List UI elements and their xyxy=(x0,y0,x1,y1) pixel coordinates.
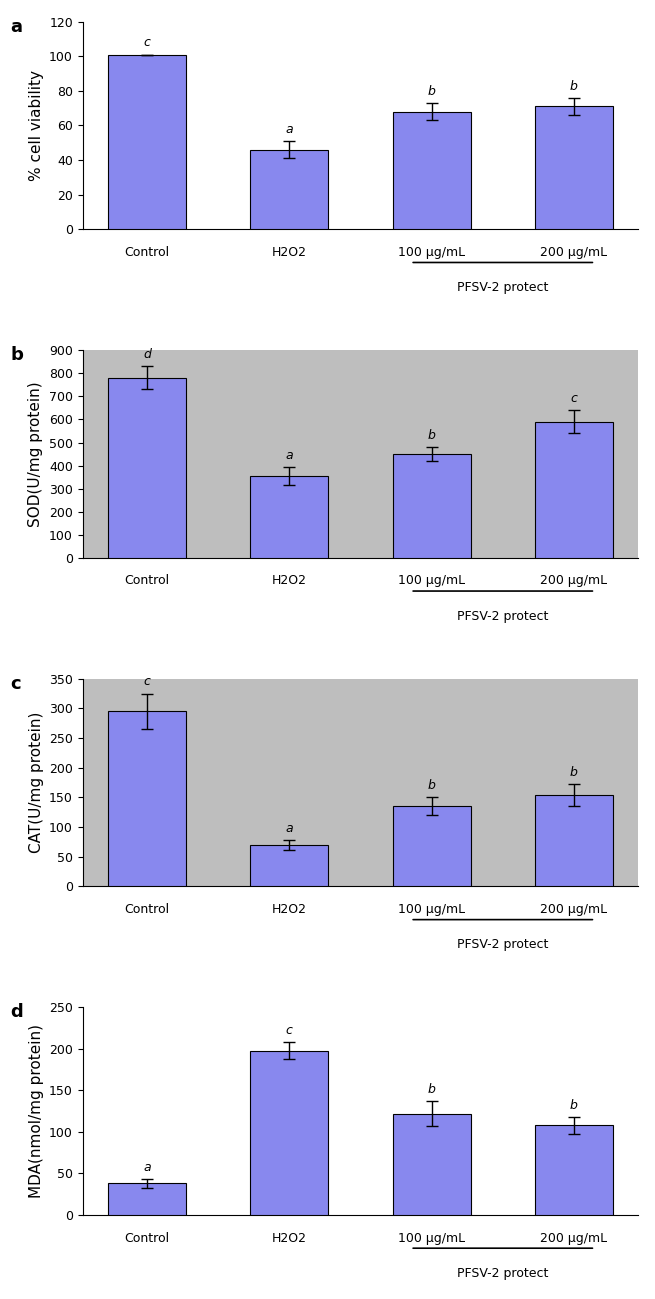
Bar xyxy=(250,149,328,229)
Text: PFSV-2 protect: PFSV-2 protect xyxy=(457,609,548,622)
Text: PFSV-2 protect: PFSV-2 protect xyxy=(457,938,548,951)
Text: H2O2: H2O2 xyxy=(272,246,307,259)
Text: d: d xyxy=(10,1003,23,1021)
Text: c: c xyxy=(143,36,151,49)
Text: 200 μg/mL: 200 μg/mL xyxy=(540,1231,607,1244)
Text: b: b xyxy=(570,1099,578,1112)
Bar xyxy=(535,795,613,886)
Text: PFSV-2 protect: PFSV-2 protect xyxy=(457,1267,548,1280)
Text: a: a xyxy=(286,448,293,461)
Y-axis label: % cell viability: % cell viability xyxy=(29,70,43,181)
Bar xyxy=(392,112,471,229)
Y-axis label: SOD(U/mg protein): SOD(U/mg protein) xyxy=(28,381,43,527)
Text: d: d xyxy=(143,348,151,361)
Text: 100 μg/mL: 100 μg/mL xyxy=(398,903,465,916)
Bar xyxy=(250,475,328,557)
Text: c: c xyxy=(571,392,577,405)
Y-axis label: CAT(U/mg protein): CAT(U/mg protein) xyxy=(29,712,43,853)
Bar xyxy=(535,422,613,557)
Text: b: b xyxy=(570,766,578,779)
Bar xyxy=(392,455,471,557)
Text: a: a xyxy=(10,17,22,35)
Text: Control: Control xyxy=(124,903,170,916)
Text: 100 μg/mL: 100 μg/mL xyxy=(398,1231,465,1244)
Text: Control: Control xyxy=(124,1231,170,1244)
Text: 200 μg/mL: 200 μg/mL xyxy=(540,574,607,587)
Text: c: c xyxy=(286,1024,293,1037)
Bar xyxy=(250,1051,328,1215)
Bar xyxy=(108,55,186,229)
Text: Control: Control xyxy=(124,574,170,587)
Text: b: b xyxy=(428,429,436,442)
Bar xyxy=(108,1183,186,1215)
Text: 200 μg/mL: 200 μg/mL xyxy=(540,246,607,259)
Text: b: b xyxy=(428,1083,436,1096)
Text: a: a xyxy=(286,123,293,136)
Text: 200 μg/mL: 200 μg/mL xyxy=(540,903,607,916)
Y-axis label: MDA(nmol/mg protein): MDA(nmol/mg protein) xyxy=(29,1024,43,1198)
Bar xyxy=(392,1113,471,1215)
Bar xyxy=(535,107,613,229)
Bar xyxy=(392,805,471,886)
Text: b: b xyxy=(428,778,436,791)
Text: Control: Control xyxy=(124,246,170,259)
Bar xyxy=(250,844,328,886)
Text: H2O2: H2O2 xyxy=(272,903,307,916)
Bar xyxy=(535,1125,613,1215)
Text: 100 μg/mL: 100 μg/mL xyxy=(398,246,465,259)
Bar xyxy=(108,378,186,557)
Bar xyxy=(108,712,186,886)
Text: H2O2: H2O2 xyxy=(272,1231,307,1244)
Text: b: b xyxy=(10,346,24,364)
Text: c: c xyxy=(143,675,151,688)
Text: H2O2: H2O2 xyxy=(272,574,307,587)
Text: a: a xyxy=(286,822,293,835)
Text: b: b xyxy=(570,79,578,92)
Text: c: c xyxy=(10,674,21,692)
Text: a: a xyxy=(143,1161,151,1174)
Text: 100 μg/mL: 100 μg/mL xyxy=(398,574,465,587)
Text: b: b xyxy=(428,84,436,97)
Text: PFSV-2 protect: PFSV-2 protect xyxy=(457,281,548,294)
